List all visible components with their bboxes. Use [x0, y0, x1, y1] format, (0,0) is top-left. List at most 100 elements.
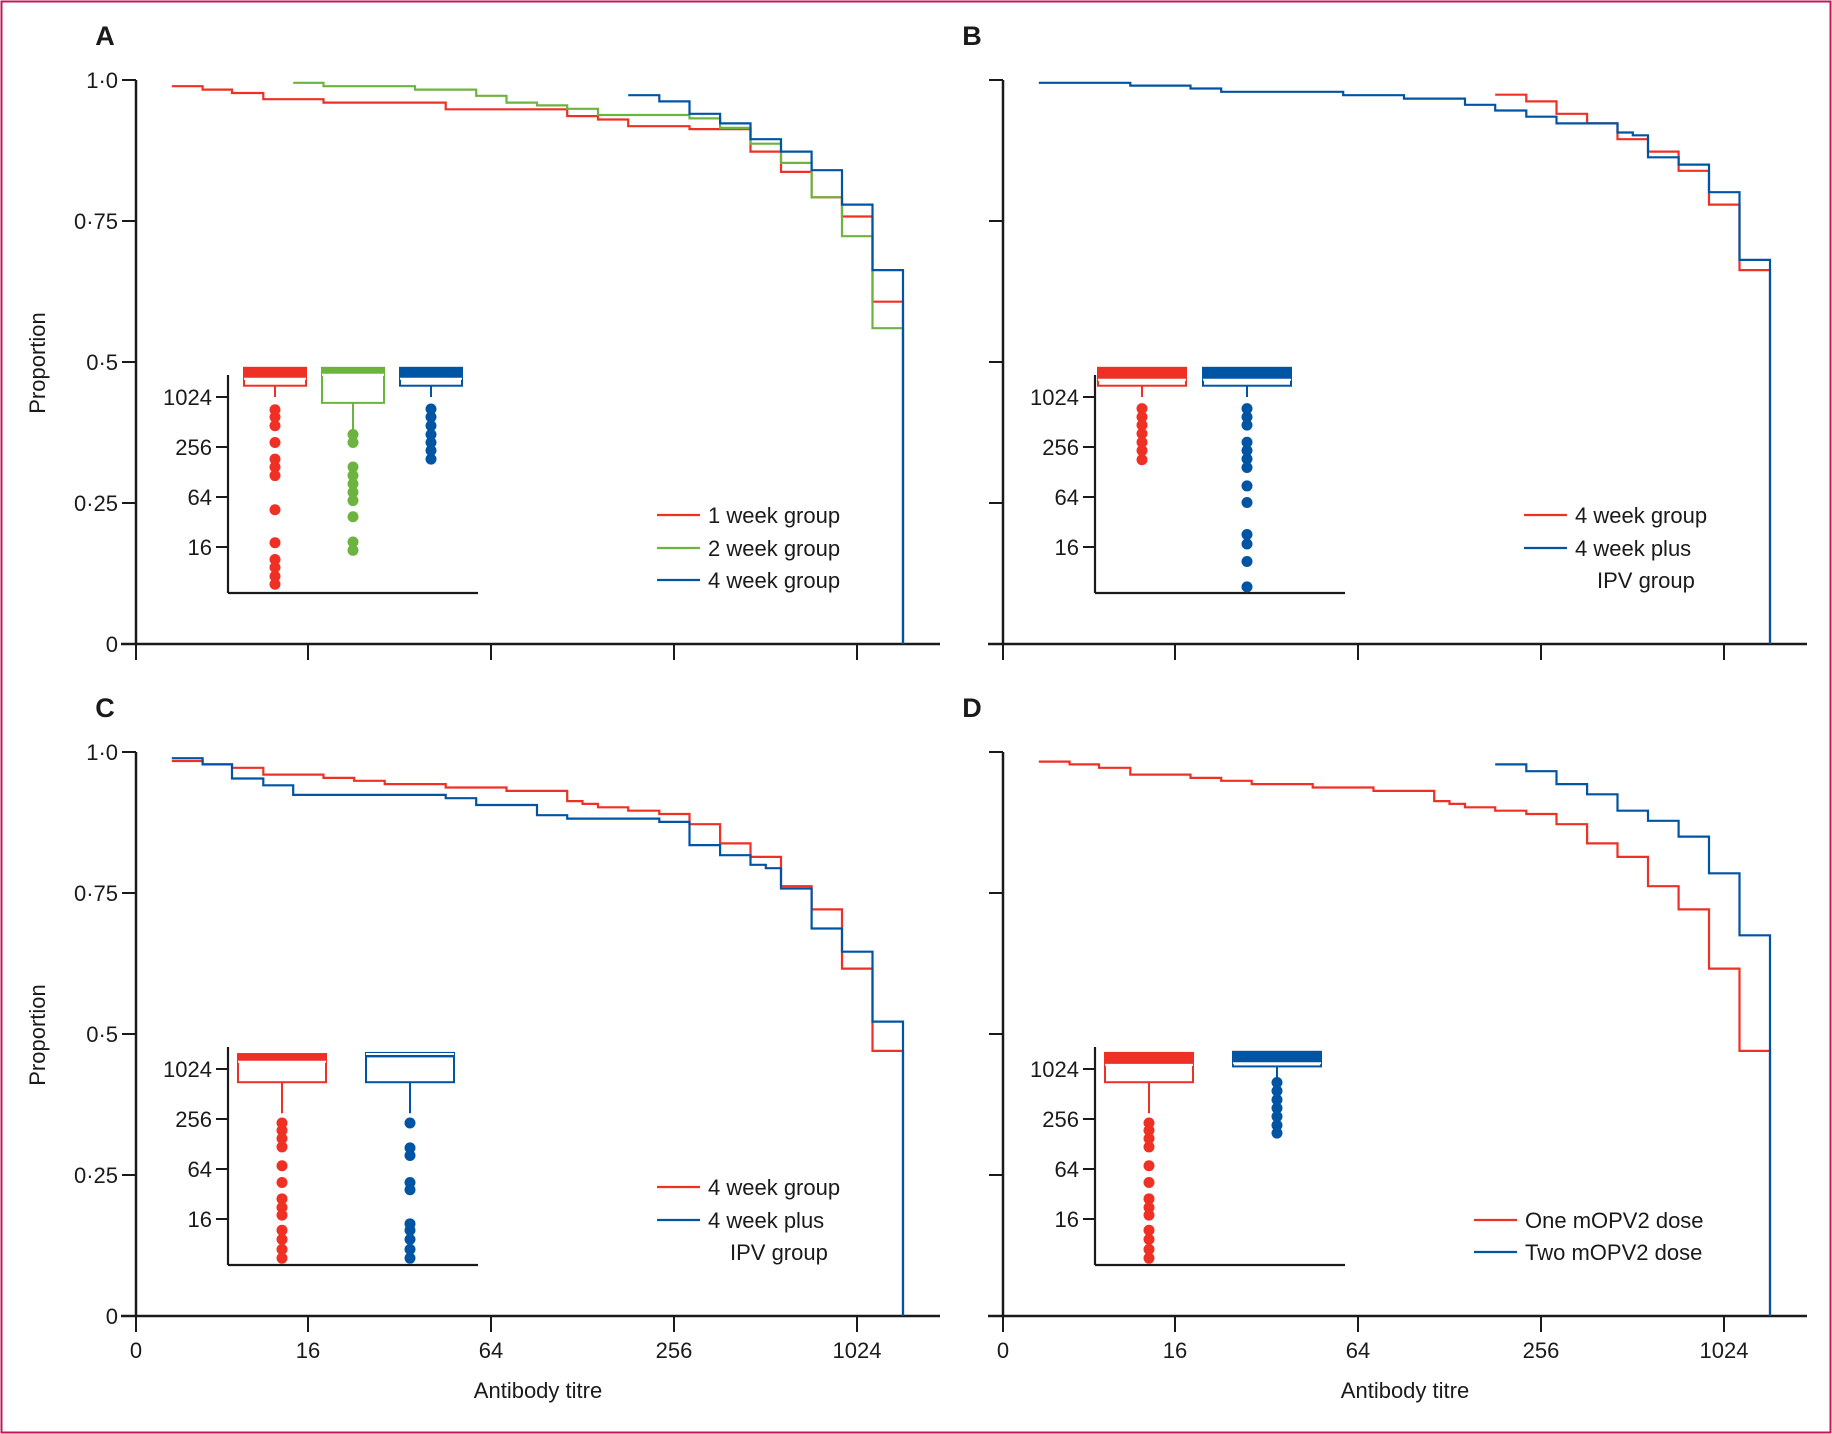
- outlier-dot: [276, 1124, 288, 1136]
- outlier-dot: [276, 1141, 288, 1153]
- outlier-dot: [1143, 1160, 1155, 1172]
- outlier-dot: [269, 554, 281, 566]
- km-curve-one-mopv2-dose: [1038, 760, 1772, 1316]
- inset-boxplot: 16 64 256 1024: [163, 1047, 478, 1267]
- outlier-dot: [404, 1117, 416, 1129]
- inset-y-tick-label: 16: [1055, 1207, 1079, 1232]
- box-1-week-group: [243, 366, 307, 590]
- outlier-dot: [1143, 1124, 1155, 1136]
- y-axis-title: Proportion: [25, 312, 50, 414]
- inset-y-tick-label: 256: [1042, 1107, 1079, 1132]
- inset-y-tick-label: 1024: [1030, 385, 1079, 410]
- outlier-dot: [269, 561, 281, 573]
- outlier-dot: [1136, 419, 1148, 431]
- outlier-dot: [276, 1177, 288, 1189]
- panel-d: D 0 16 64 256 1024 Antibody titre 16 64 256 1024 On…: [962, 693, 1807, 1403]
- legend-label: 4 week plus: [1575, 536, 1691, 561]
- legend-label: 2 week group: [708, 536, 840, 561]
- box-two-mopv2-dose: [1232, 1050, 1322, 1139]
- outlier-dot: [1241, 453, 1253, 465]
- outlier-dot: [404, 1150, 416, 1162]
- x-axis-title: Antibody titre: [1341, 1378, 1469, 1403]
- x-tick-label: 256: [656, 1338, 693, 1363]
- y-axis-title: Proportion: [25, 984, 50, 1086]
- box-one-mopv2-dose: [1104, 1051, 1194, 1264]
- outlier-dot: [404, 1233, 416, 1245]
- outlier-dot: [404, 1252, 416, 1264]
- km-curve-two-mopv2-dose: [1495, 763, 1772, 1316]
- panel-c: C 0 0·25 0·5 0·75 1·0 0 16 64 256 1024 Antibody tit…: [25, 693, 940, 1403]
- legend-label: 4 week plus: [708, 1208, 824, 1233]
- legend-label: One mOPV2 dose: [1525, 1208, 1704, 1233]
- outlier-dot: [347, 544, 359, 556]
- y-tick-label: 0·25: [74, 491, 118, 516]
- x-tick-label: 0: [130, 1338, 142, 1363]
- legend-label: 1 week group: [708, 503, 840, 528]
- legend: 4 week group 4 week plus IPV group: [1524, 503, 1707, 593]
- legend-label: IPV group: [730, 1240, 828, 1265]
- panel-b: B 16 64 256 1024 4 week group 4 week plus IPV g…: [962, 21, 1807, 660]
- outlier-dot: [404, 1224, 416, 1236]
- outlier-dot: [1143, 1177, 1155, 1189]
- y-tick-label: 0·25: [74, 1163, 118, 1188]
- outlier-dot: [347, 478, 359, 490]
- legend-label: 4 week group: [708, 1175, 840, 1200]
- inset-y-tick-label: 64: [188, 1157, 212, 1182]
- legend: 1 week group 2 week group 4 week group: [657, 503, 840, 593]
- outlier-dot: [404, 1243, 416, 1255]
- panel-letter: A: [95, 21, 115, 51]
- outlier-dot: [347, 495, 359, 507]
- inset-boxplot: 16 64 256 1024: [1030, 1047, 1345, 1267]
- outlier-dot: [269, 420, 281, 432]
- inset-y-tick-label: 256: [175, 435, 212, 460]
- outlier-dot: [1241, 538, 1253, 550]
- outlier-dot: [269, 537, 281, 549]
- outlier-dot: [1143, 1193, 1155, 1205]
- outlier-dot: [1271, 1085, 1283, 1097]
- outlier-dot: [269, 504, 281, 516]
- outlier-dot: [276, 1224, 288, 1236]
- outlier-dot: [1241, 496, 1253, 508]
- outlier-dot: [269, 437, 281, 449]
- outlier-dot: [1143, 1202, 1155, 1214]
- km-curve-4-week-plus-ipv-group: [1038, 81, 1772, 644]
- outlier-dot: [1136, 445, 1148, 457]
- outlier-dot: [1271, 1127, 1283, 1139]
- outlier-dot: [1271, 1111, 1283, 1123]
- outlier-dot: [347, 511, 359, 523]
- box-upper-fill: [237, 1053, 327, 1063]
- outlier-dot: [269, 411, 281, 423]
- outlier-dot: [276, 1193, 288, 1205]
- outlier-dot: [276, 1160, 288, 1172]
- outlier-dot: [404, 1184, 416, 1196]
- outlier-dot: [1136, 411, 1148, 423]
- panel-letter: D: [962, 693, 982, 723]
- x-tick-label: 1024: [833, 1338, 882, 1363]
- x-tick-label: 0: [997, 1338, 1009, 1363]
- box-upper-fill: [1097, 367, 1187, 381]
- outlier-dot: [276, 1202, 288, 1214]
- box-upper-fill: [399, 367, 463, 380]
- legend-label: Two mOPV2 dose: [1525, 1240, 1702, 1265]
- legend-label: 4 week group: [708, 568, 840, 593]
- inset-y-tick-label: 16: [188, 535, 212, 560]
- box-upper-fill: [1232, 1051, 1322, 1064]
- km-curve-4-week-group: [171, 759, 905, 1316]
- inset-y-tick-label: 16: [188, 1207, 212, 1232]
- x-axis-title: Antibody titre: [474, 1378, 602, 1403]
- legend-label: IPV group: [1597, 568, 1695, 593]
- outlier-dot: [425, 420, 437, 432]
- box-iqr: [365, 1051, 455, 1084]
- inset-y-tick-label: 16: [1055, 535, 1079, 560]
- y-tick-label: 0·75: [74, 209, 118, 234]
- km-curve-4-week-plus-ipv-group: [171, 757, 905, 1316]
- y-tick-label: 0·5: [86, 1022, 118, 1047]
- box-4-week-group: [399, 366, 463, 465]
- inset-boxplot: 16 64 256 1024: [163, 366, 478, 595]
- panel-letter: C: [95, 693, 115, 723]
- box-upper-fill: [1202, 367, 1292, 381]
- inset-y-tick-label: 256: [1042, 435, 1079, 460]
- box-upper-fill: [1104, 1052, 1194, 1066]
